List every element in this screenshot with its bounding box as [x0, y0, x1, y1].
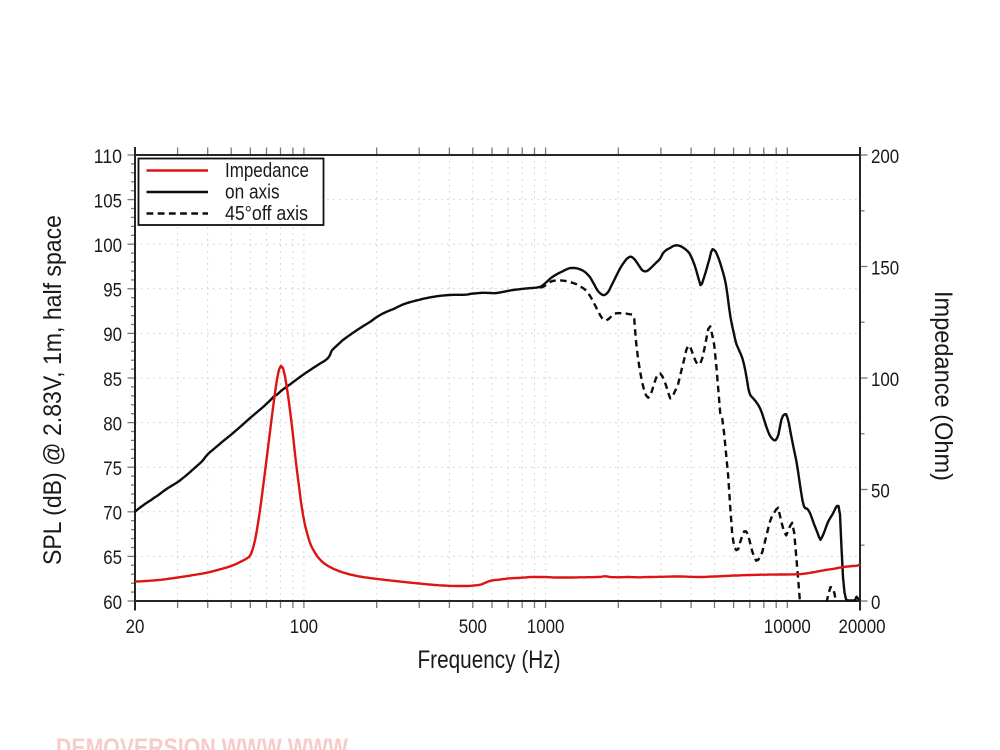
svg-text:20000: 20000 [839, 616, 886, 638]
svg-text:on axis: on axis [225, 182, 280, 204]
svg-text:Impedance: Impedance [225, 160, 309, 182]
svg-text:10000: 10000 [764, 616, 811, 638]
svg-text:200: 200 [871, 146, 899, 168]
svg-text:1000: 1000 [527, 616, 565, 638]
svg-text:70: 70 [103, 503, 122, 525]
svg-text:DEMOVERSION WWW WWW: DEMOVERSION WWW WWW [56, 734, 348, 750]
svg-text:65: 65 [103, 547, 122, 569]
svg-text:45°off axis: 45°off axis [225, 203, 308, 225]
svg-text:20: 20 [126, 616, 145, 638]
svg-text:105: 105 [94, 190, 122, 212]
svg-text:100: 100 [94, 235, 122, 257]
svg-text:75: 75 [103, 458, 122, 480]
svg-text:60: 60 [103, 592, 122, 614]
svg-text:85: 85 [103, 369, 122, 391]
svg-text:110: 110 [94, 146, 122, 168]
svg-text:SPL (dB) @ 2.83V, 1m, half spa: SPL (dB) @ 2.83V, 1m, half space [39, 215, 67, 565]
svg-text:90: 90 [103, 324, 122, 346]
svg-text:0: 0 [871, 592, 881, 614]
svg-text:Impedance (Ohm): Impedance (Ohm) [929, 291, 957, 481]
svg-text:95: 95 [103, 280, 122, 302]
svg-text:500: 500 [459, 616, 487, 638]
svg-text:80: 80 [103, 413, 122, 435]
svg-text:50: 50 [871, 480, 890, 502]
svg-text:150: 150 [871, 257, 899, 279]
svg-text:100: 100 [290, 616, 318, 638]
svg-text:Frequency (Hz): Frequency (Hz) [418, 646, 561, 674]
svg-text:100: 100 [871, 369, 899, 391]
